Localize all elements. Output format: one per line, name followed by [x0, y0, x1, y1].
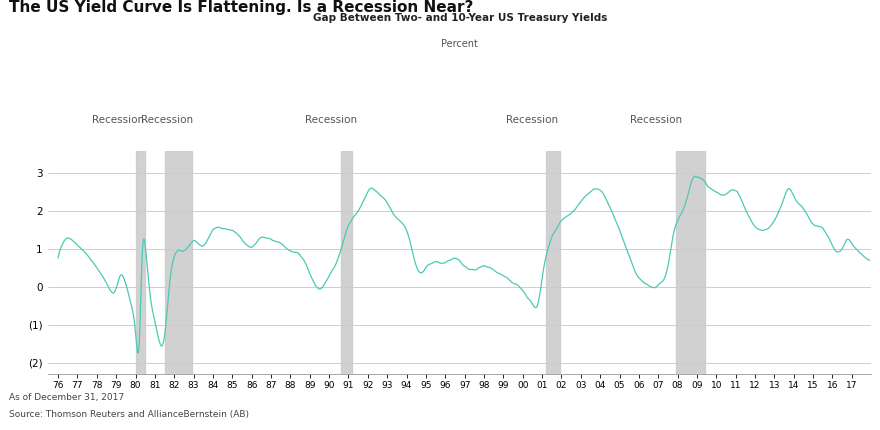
Bar: [341, 150, 352, 374]
Bar: [136, 150, 145, 374]
Text: Source: Thomson Reuters and AllianceBernstein (AB): Source: Thomson Reuters and AllianceBern…: [9, 410, 249, 419]
Text: Recession: Recession: [142, 115, 194, 125]
Text: Recession: Recession: [506, 115, 559, 125]
Text: As of December 31, 2017: As of December 31, 2017: [9, 393, 124, 402]
Text: The US Yield Curve Is Flattening. Is a Recession Near?: The US Yield Curve Is Flattening. Is a R…: [9, 0, 473, 15]
Bar: [546, 150, 560, 374]
Text: Recession: Recession: [92, 115, 144, 125]
Text: Recession: Recession: [630, 115, 682, 125]
Bar: [676, 150, 705, 374]
Text: Recession: Recession: [305, 115, 357, 125]
Bar: [165, 150, 192, 374]
Text: Gap Between Two- and 10-Year US Treasury Yields: Gap Between Two- and 10-Year US Treasury…: [312, 13, 607, 23]
Text: Percent: Percent: [442, 39, 478, 49]
